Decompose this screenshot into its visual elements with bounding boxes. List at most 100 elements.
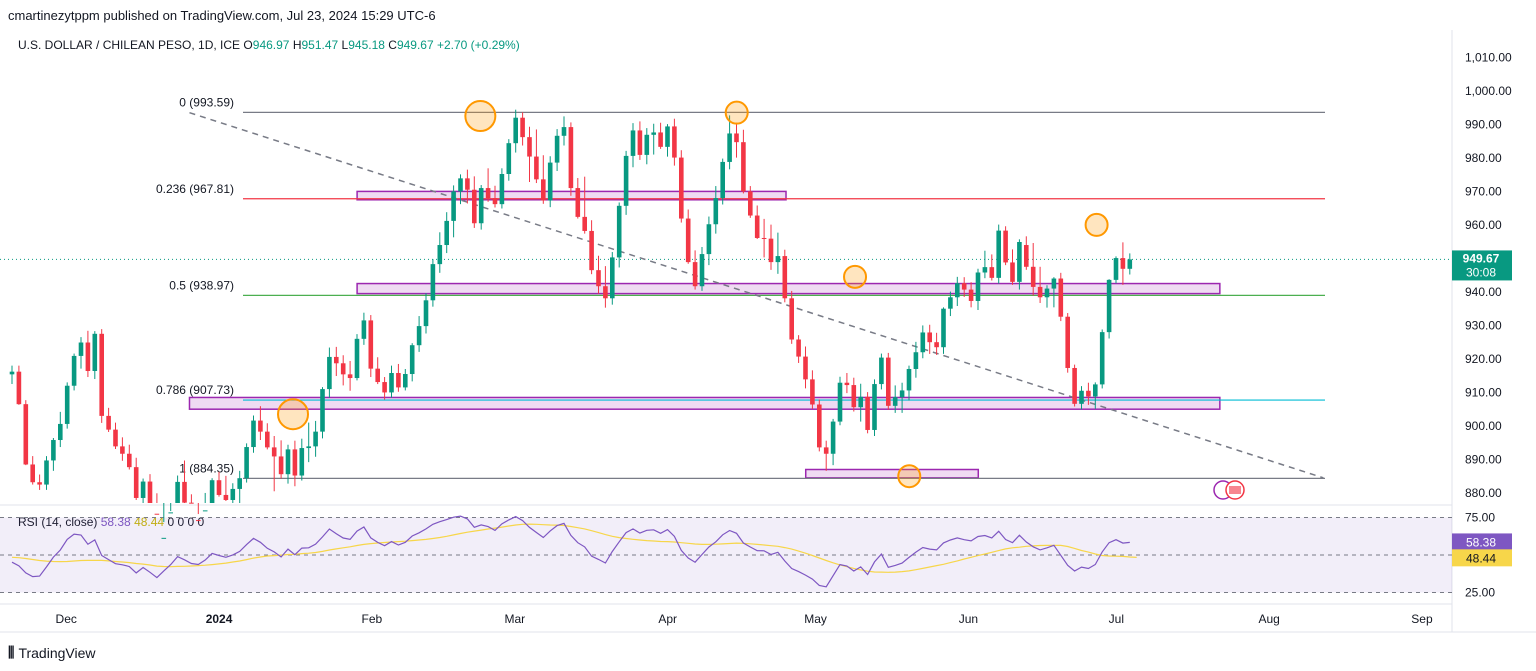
candle-body[interactable] <box>1093 384 1098 397</box>
candle-body[interactable] <box>741 142 746 192</box>
candle-body[interactable] <box>727 133 732 162</box>
candle-body[interactable] <box>789 298 794 340</box>
candle-body[interactable] <box>685 218 691 263</box>
candle-body[interactable] <box>1003 230 1008 263</box>
candle-body[interactable] <box>603 286 608 299</box>
candle-body[interactable] <box>258 420 263 432</box>
candle-body[interactable] <box>375 368 380 383</box>
candle-body[interactable] <box>506 143 512 174</box>
candle-body[interactable] <box>630 130 636 156</box>
candle-body[interactable] <box>416 326 422 346</box>
candle-body[interactable] <box>478 188 484 224</box>
candle-body[interactable] <box>113 429 118 447</box>
candle-body[interactable] <box>934 342 939 348</box>
highlight-circle[interactable] <box>897 464 922 489</box>
candle-body[interactable] <box>133 467 139 498</box>
candle-body[interactable] <box>706 224 712 255</box>
candle-body[interactable] <box>989 267 995 278</box>
candle-body[interactable] <box>161 537 167 539</box>
candle-body[interactable] <box>906 368 912 391</box>
candle-body[interactable] <box>968 289 974 301</box>
candle-body[interactable] <box>1037 286 1043 298</box>
candle-body[interactable] <box>1030 266 1036 287</box>
candle-body[interactable] <box>575 188 581 217</box>
candle-body[interactable] <box>472 189 477 224</box>
candle-body[interactable] <box>430 264 436 301</box>
candle-body[interactable] <box>568 127 574 189</box>
candle-body[interactable] <box>334 356 339 364</box>
candle-body[interactable] <box>51 440 56 461</box>
candle-body[interactable] <box>955 283 960 298</box>
candle-body[interactable] <box>823 447 829 454</box>
candle-body[interactable] <box>23 404 29 465</box>
trendline[interactable] <box>189 111 1324 479</box>
candle-body[interactable] <box>699 254 705 287</box>
candle-body[interactable] <box>754 215 760 238</box>
candle-body[interactable] <box>347 374 353 379</box>
candle-body[interactable] <box>78 342 84 356</box>
candle-body[interactable] <box>920 332 926 353</box>
candle-body[interactable] <box>948 297 953 309</box>
candle-body[interactable] <box>30 464 35 483</box>
candle-body[interactable] <box>1106 279 1112 333</box>
candle-body[interactable] <box>547 162 553 201</box>
candle-body[interactable] <box>499 173 505 205</box>
candle-body[interactable] <box>278 456 284 475</box>
candle-body[interactable] <box>16 371 22 405</box>
candle-body[interactable] <box>748 191 753 216</box>
candle-body[interactable] <box>189 502 194 504</box>
candle-body[interactable] <box>665 126 670 147</box>
candle-body[interactable] <box>534 156 539 180</box>
candle-body[interactable] <box>320 389 325 432</box>
candle-body[interactable] <box>692 262 698 287</box>
candle-body[interactable] <box>513 117 518 144</box>
candle-body[interactable] <box>1127 259 1133 269</box>
candle-body[interactable] <box>37 482 42 485</box>
candle-body[interactable] <box>610 257 615 299</box>
candle-body[interactable] <box>396 373 401 388</box>
candle-body[interactable] <box>975 272 981 301</box>
candle-body[interactable] <box>927 332 932 343</box>
candle-body[interactable] <box>299 448 305 476</box>
candle-body[interactable] <box>1010 262 1015 282</box>
candle-body[interactable] <box>892 397 898 406</box>
candle-body[interactable] <box>168 512 173 514</box>
candle-body[interactable] <box>810 379 815 405</box>
candle-body[interactable] <box>465 178 470 190</box>
candle-body[interactable] <box>216 480 222 495</box>
highlight-circle[interactable] <box>464 100 497 133</box>
candle-body[interactable] <box>354 338 360 379</box>
candle-body[interactable] <box>175 481 180 503</box>
highlight-circle[interactable] <box>843 264 868 289</box>
candle-body[interactable] <box>1044 288 1050 298</box>
candle-body[interactable] <box>154 513 160 515</box>
candle-body[interactable] <box>492 198 498 205</box>
candle-body[interactable] <box>237 478 242 489</box>
candle-body[interactable] <box>368 320 374 369</box>
candle-body[interactable] <box>223 494 229 500</box>
candle-body[interactable] <box>85 342 91 371</box>
candle-body[interactable] <box>1120 258 1126 269</box>
support-resistance-zone[interactable] <box>356 282 1221 295</box>
candle-body[interactable] <box>582 216 587 231</box>
highlight-circle[interactable] <box>277 398 310 431</box>
candle-body[interactable] <box>1086 390 1091 397</box>
support-resistance-zone[interactable] <box>356 190 787 201</box>
candle-body[interactable] <box>720 161 725 199</box>
candle-body[interactable] <box>644 134 650 155</box>
candle-body[interactable] <box>458 178 463 192</box>
candle-body[interactable] <box>382 382 387 393</box>
candle-body[interactable] <box>244 447 249 479</box>
candle-body[interactable] <box>120 446 125 454</box>
candle-body[interactable] <box>389 373 394 393</box>
candle-body[interactable] <box>1058 278 1064 317</box>
support-resistance-zone[interactable] <box>804 468 980 479</box>
candle-body[interactable] <box>651 132 656 135</box>
candle-body[interactable] <box>520 117 525 138</box>
candle-body[interactable] <box>1065 316 1070 368</box>
candle-body[interactable] <box>851 385 857 408</box>
candle-body[interactable] <box>858 396 863 408</box>
candle-body[interactable] <box>761 237 767 239</box>
candle-body[interactable] <box>1072 367 1077 404</box>
